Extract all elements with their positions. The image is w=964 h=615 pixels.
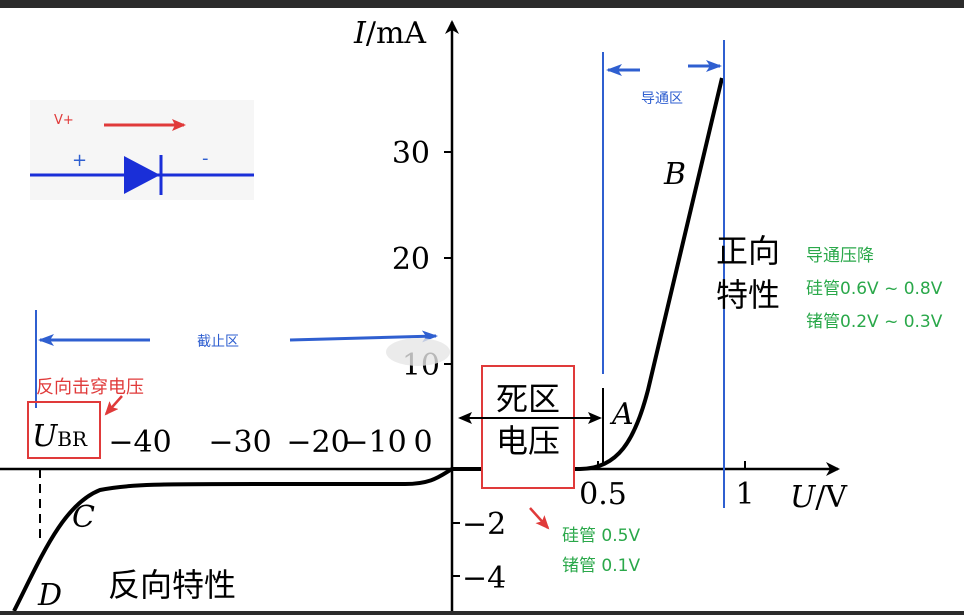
y-tick-20: 20: [392, 242, 430, 277]
diode-symbol-icon: [124, 156, 160, 194]
x-tick-neg10: −10: [343, 425, 406, 460]
diode-inset: V+ + -: [30, 100, 254, 200]
x-tick-neg40: −40: [108, 425, 171, 460]
reverse-char-label: 反向特性: [108, 566, 236, 604]
x-tick-neg20: −20: [286, 425, 349, 460]
conduction-zone-label: 导通区: [641, 91, 683, 107]
y-tick-neg4: −4: [462, 561, 506, 596]
y-tick-neg2: −2: [462, 507, 506, 542]
inset-voltage-label: V+: [54, 113, 74, 128]
forward-char-line1: 正向: [716, 232, 780, 270]
origin-label: 0: [413, 425, 432, 460]
breakdown-voltage-label: 反向击穿电压: [36, 377, 144, 398]
x-tick-1: 1: [735, 477, 754, 512]
y-tick-marks: [444, 151, 460, 577]
inset-plus: +: [72, 150, 87, 171]
forward-drop-si: 硅管0.6V ~ 0.8V: [806, 279, 943, 299]
dead-zone-ge: 锗管 0.1V: [562, 556, 640, 576]
dead-zone-si: 硅管 0.5V: [562, 526, 640, 546]
x-tick-0-5: 0.5: [579, 477, 627, 512]
breakdown-red-arrow: [104, 395, 123, 416]
cutoff-arrow-right: [289, 330, 438, 343]
iv-curve: [12, 77, 724, 612]
x-axis-label: U/V: [790, 480, 848, 515]
point-d-label: D: [37, 578, 62, 611]
overlay-handle: [386, 338, 450, 366]
dead-zone-line1: 死区: [496, 380, 560, 418]
forward-char-line2: 特性: [716, 276, 780, 314]
dead-zone-red-arrow: [529, 507, 550, 530]
dead-zone-line2: 电压: [496, 422, 560, 460]
inset-minus: -: [202, 148, 209, 169]
point-c-label: C: [72, 500, 95, 535]
ubr-label: UBR: [32, 419, 88, 454]
cutoff-zone-label: 截止区: [197, 334, 239, 350]
ubr-box: [27, 401, 101, 459]
x-tick-neg30: −30: [208, 425, 271, 460]
y-tick-30: 30: [392, 136, 430, 171]
point-a-label: A: [609, 397, 634, 432]
point-b-label: B: [663, 157, 686, 192]
dead-zone-box: [481, 365, 575, 489]
forward-drop-title: 导通压降: [806, 246, 874, 266]
y-axis-label: I/mA: [353, 16, 426, 51]
forward-drop-ge: 锗管0.2V ~ 0.3V: [806, 312, 943, 332]
top-bar: [0, 0, 964, 8]
